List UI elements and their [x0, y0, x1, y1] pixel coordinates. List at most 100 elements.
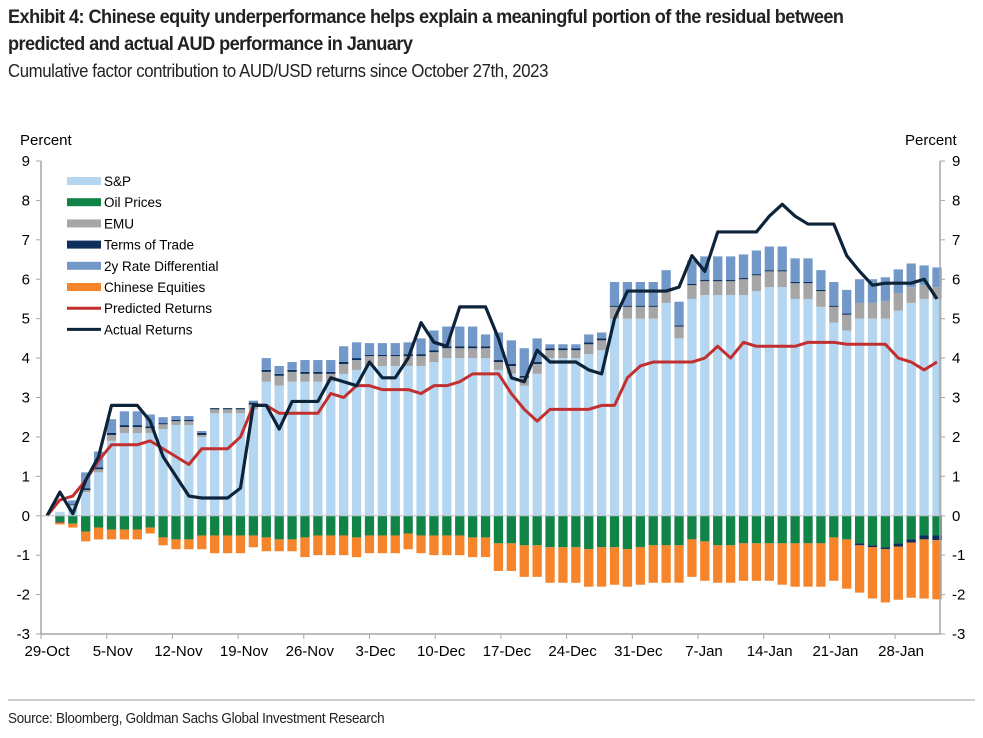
- bar-segment-terms-of-trade: [390, 354, 400, 357]
- bar-segment-oil-prices: [93, 515, 104, 528]
- bar-segment-oil-prices: [106, 515, 117, 530]
- bar-segment-s-p: [790, 298, 800, 516]
- bar-segment-2y-rate-differential: [480, 334, 491, 347]
- bar-segment-emu: [880, 300, 891, 319]
- bar-segment-2y-rate-differential: [713, 256, 723, 281]
- y-tick-label-left: -2: [17, 587, 30, 604]
- bar-segment-s-p: [725, 295, 736, 516]
- bar-segment-chinese-equities: [313, 535, 323, 556]
- y-tick-label-left: -3: [17, 626, 30, 643]
- legend-item: Chinese Equities: [67, 280, 206, 295]
- bar-segment-s-p: [313, 381, 323, 516]
- x-tick-label: 24-Dec: [548, 643, 597, 660]
- bar-segment-terms-of-trade: [93, 467, 104, 470]
- bar-segment-2y-rate-differential: [790, 258, 800, 283]
- legend-label: Terms of Trade: [104, 238, 194, 253]
- bar-segment-2y-rate-differential: [648, 282, 658, 306]
- bar-segment-emu: [442, 348, 452, 359]
- bar-segment-terms-of-trade: [184, 419, 194, 422]
- bar-segment-oil-prices: [906, 515, 916, 540]
- legend-swatch: [67, 240, 101, 249]
- bar-segment-oil-prices: [455, 515, 465, 536]
- bar-segment-terms-of-trade: [197, 432, 207, 435]
- bar-segment-2y-rate-differential: [519, 348, 529, 376]
- bar-segment-oil-prices: [932, 515, 942, 536]
- bar-segment-terms-of-trade: [932, 535, 942, 541]
- bar-segment-oil-prices: [829, 515, 839, 538]
- bar-segment-emu: [210, 409, 220, 414]
- bar-segment-chinese-equities: [210, 535, 220, 554]
- bar-segment-oil-prices: [867, 515, 878, 546]
- bar-segment-2y-rate-differential: [351, 342, 362, 359]
- bar-segment-emu: [700, 281, 710, 296]
- bar-segment-emu: [506, 365, 516, 374]
- bar-segment-terms-of-trade: [429, 350, 439, 353]
- bar-segment-oil-prices: [545, 515, 555, 548]
- bar-segment-terms-of-trade: [919, 535, 929, 540]
- bar-segment-oil-prices: [893, 515, 903, 544]
- bar-segment-s-p: [571, 358, 581, 516]
- legend-item: 2y Rate Differential: [67, 259, 219, 274]
- bar-segment-s-p: [455, 358, 465, 516]
- bar-segment-s-p: [480, 358, 491, 516]
- bar-segment-terms-of-trade: [519, 375, 529, 378]
- bar-segment-oil-prices: [235, 515, 246, 536]
- bar-segment-2y-rate-differential: [197, 431, 207, 433]
- bar-segment-oil-prices: [364, 515, 375, 536]
- bar-segment-s-p: [364, 365, 375, 516]
- bar-segment-emu: [158, 424, 168, 430]
- bar-segment-2y-rate-differential: [764, 246, 774, 271]
- bar-segment-oil-prices: [854, 515, 865, 544]
- bar-segment-emu: [455, 348, 465, 359]
- bar-segment-chinese-equities: [222, 535, 233, 554]
- bar-segment-s-p: [893, 310, 903, 516]
- bar-segment-emu: [648, 306, 658, 319]
- bar-segment-s-p: [442, 358, 452, 516]
- bar-segment-chinese-equities: [751, 543, 762, 581]
- y-tick-label-left: -1: [17, 547, 30, 564]
- bar-segment-terms-of-trade: [545, 348, 555, 351]
- legend-swatch: [67, 261, 101, 270]
- y-tick-label-right: 6: [952, 271, 960, 288]
- bar-segment-emu: [842, 314, 852, 331]
- bar-segment-emu: [480, 348, 491, 359]
- chart-title: Exhibit 4: Chinese equity underperforman…: [8, 6, 844, 55]
- bar-segment-chinese-equities: [932, 540, 942, 600]
- y-tick-label-right: 1: [952, 468, 960, 485]
- bar-segment-oil-prices: [300, 515, 310, 538]
- bar-segment-emu: [339, 364, 349, 374]
- bar-segment-oil-prices: [248, 515, 259, 536]
- bar-segment-s-p: [235, 413, 246, 516]
- bar-segment-oil-prices: [210, 515, 220, 536]
- bar-segment-chinese-equities: [661, 545, 671, 583]
- bar-segment-s-p: [248, 409, 259, 516]
- bar-segment-oil-prices: [687, 515, 697, 540]
- bar-segment-emu: [596, 340, 607, 351]
- bar-segment-s-p: [609, 318, 620, 516]
- bar-segment-terms-of-trade: [777, 270, 787, 272]
- bar-segment-2y-rate-differential: [326, 360, 336, 372]
- y-tick-label-right: 5: [952, 311, 960, 328]
- bar-segment-terms-of-trade: [893, 543, 903, 547]
- legend-item: Terms of Trade: [67, 238, 194, 253]
- bar-segment-terms-of-trade: [571, 348, 581, 351]
- bar-segment-chinese-equities: [184, 539, 194, 550]
- legend-item: S&P: [67, 174, 131, 189]
- bar-segment-2y-rate-differential: [506, 340, 516, 364]
- bar-segment-emu: [313, 373, 323, 382]
- bar-segment-2y-rate-differential: [545, 344, 555, 349]
- bar-segment-chinese-equities: [429, 535, 439, 556]
- bar-segment-oil-prices: [145, 515, 155, 528]
- x-tick-label: 19-Nov: [220, 643, 269, 660]
- bar-segment-terms-of-trade: [622, 305, 633, 307]
- bar-segment-emu: [854, 302, 865, 319]
- bar-segment-terms-of-trade: [532, 362, 542, 364]
- bar-segment-chinese-equities: [777, 543, 787, 585]
- bar-segment-emu: [661, 291, 671, 303]
- bar-segment-chinese-equities: [248, 535, 259, 548]
- bar-segment-oil-prices: [287, 515, 297, 540]
- bar-segment-terms-of-trade: [713, 280, 723, 282]
- bar-segment-chinese-equities: [287, 539, 297, 552]
- bar-segment-chinese-equities: [854, 545, 865, 593]
- bar-segment-chinese-equities: [364, 535, 375, 554]
